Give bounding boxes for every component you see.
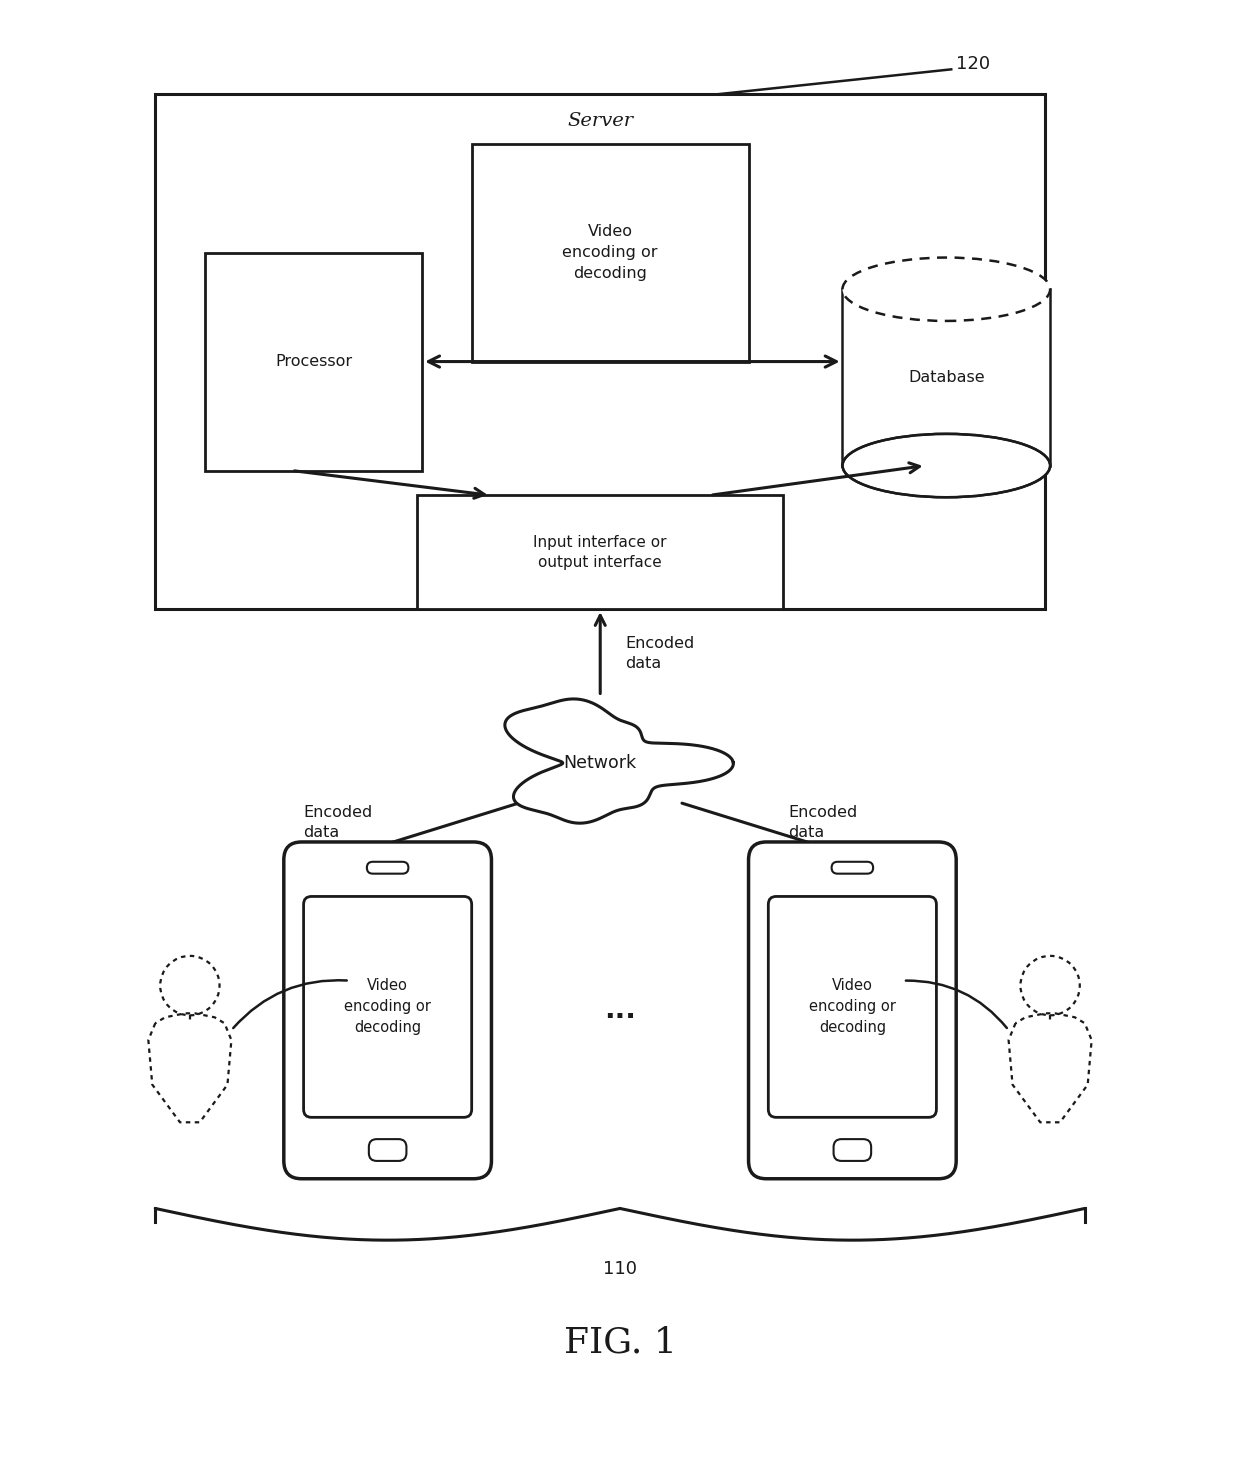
Text: Video
encoding or
decoding: Video encoding or decoding xyxy=(563,225,658,280)
Text: Processor: Processor xyxy=(275,354,352,368)
Bar xyxy=(205,252,423,471)
FancyBboxPatch shape xyxy=(833,1139,872,1161)
Text: Input interface or
output interface: Input interface or output interface xyxy=(533,534,667,570)
Bar xyxy=(155,94,1045,609)
Ellipse shape xyxy=(842,257,1050,321)
Text: Encoded
data: Encoded data xyxy=(304,804,373,840)
Polygon shape xyxy=(505,699,733,824)
Text: ...: ... xyxy=(604,997,636,1025)
Text: Network: Network xyxy=(564,753,637,772)
Text: Server: Server xyxy=(567,112,634,131)
Text: Database: Database xyxy=(908,370,985,385)
Ellipse shape xyxy=(842,435,1050,498)
FancyBboxPatch shape xyxy=(368,1139,407,1161)
Bar xyxy=(418,495,784,609)
Ellipse shape xyxy=(842,435,1050,498)
Text: 110: 110 xyxy=(603,1260,637,1279)
FancyBboxPatch shape xyxy=(367,862,408,873)
Text: Encoded
data: Encoded data xyxy=(625,636,694,671)
FancyBboxPatch shape xyxy=(749,843,956,1179)
FancyBboxPatch shape xyxy=(284,843,491,1179)
Text: FIG. 1: FIG. 1 xyxy=(563,1326,677,1359)
FancyBboxPatch shape xyxy=(832,862,873,873)
Bar xyxy=(471,144,749,361)
Text: Encoded
data: Encoded data xyxy=(789,804,857,840)
Bar xyxy=(842,289,1050,465)
Text: Video
encoding or
decoding: Video encoding or decoding xyxy=(345,978,432,1035)
FancyBboxPatch shape xyxy=(769,897,936,1117)
FancyBboxPatch shape xyxy=(304,897,471,1117)
Text: 120: 120 xyxy=(956,56,991,73)
Text: Video
encoding or
decoding: Video encoding or decoding xyxy=(808,978,895,1035)
